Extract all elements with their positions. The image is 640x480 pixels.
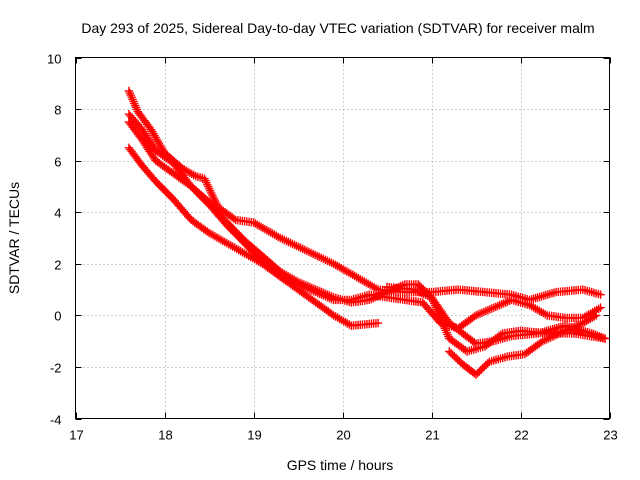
x-tick-label: 22: [514, 428, 528, 443]
data-point: [373, 318, 383, 328]
series-track-c: [124, 117, 383, 330]
data-point: [596, 303, 605, 312]
y-tick-label: 2: [54, 258, 61, 273]
x-tick-label: 23: [603, 428, 617, 443]
data-point: [450, 352, 459, 361]
plot-frame: [75, 57, 610, 419]
data-point: [453, 355, 462, 364]
data-point: [596, 290, 605, 299]
data-point: [592, 311, 601, 320]
x-axis-label: GPS time / hours: [287, 457, 394, 473]
x-tick-label: 17: [69, 428, 83, 443]
y-tick-label: 10: [47, 52, 61, 67]
data-points: [124, 86, 610, 379]
y-axis-label: SDTVAR / TECUs: [6, 182, 22, 294]
data-point: [480, 362, 489, 371]
y-tick-label: -4: [50, 413, 62, 428]
data-point: [476, 365, 486, 374]
series-track-a: [124, 86, 605, 305]
y-tick-label: 6: [54, 155, 61, 170]
data-point: [446, 348, 456, 358]
grid: [75, 57, 610, 419]
axis-ticks: 17 18 19 20 21 22 23 -4 -2 0 2 4 6 8 10: [47, 52, 618, 443]
data-point: [600, 334, 610, 343]
x-tick-label: 21: [425, 428, 439, 443]
data-point: [448, 350, 457, 359]
x-tick-label: 20: [336, 428, 350, 443]
data-point: [445, 347, 454, 356]
y-tick-label: 4: [54, 206, 61, 221]
data-point: [478, 364, 487, 373]
x-tick-label: 18: [158, 428, 172, 443]
data-point: [451, 353, 461, 363]
chart-title: Day 293 of 2025, Sidereal Day-to-day VTE…: [81, 20, 594, 36]
y-tick-label: 8: [54, 103, 61, 118]
x-tick-label: 19: [247, 428, 261, 443]
data-point: [473, 368, 482, 378]
data-point: [414, 280, 423, 289]
y-tick-label: -2: [50, 361, 62, 376]
series-track-d: [124, 143, 605, 333]
series-track-e: [445, 311, 601, 379]
data-point: [455, 356, 464, 366]
y-tick-label: 0: [54, 309, 61, 324]
series-track-f: [382, 282, 610, 356]
